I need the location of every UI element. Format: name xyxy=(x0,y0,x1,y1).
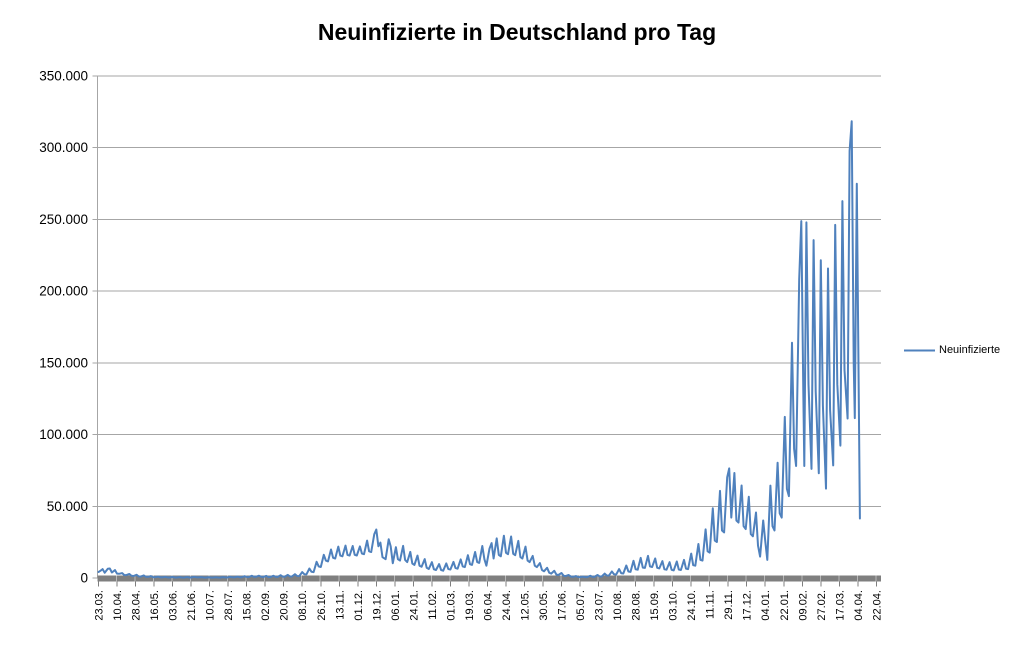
y-tick-label: 300.000 xyxy=(39,140,88,155)
y-tick-label: 0 xyxy=(80,571,88,586)
y-tick-label: 200.000 xyxy=(39,284,88,299)
x-tick-label: 05.07. xyxy=(575,590,587,621)
x-tick-label: 06.01. xyxy=(390,590,402,621)
x-tick-label: 28.04. xyxy=(131,590,143,621)
x-tick-label: 24.10. xyxy=(686,590,698,621)
x-tick-label: 11.02. xyxy=(427,590,439,620)
x-tick-label: 17.03. xyxy=(834,590,846,621)
x-tick-label: 23.03. xyxy=(94,590,106,621)
x-tick-label: 03.06. xyxy=(168,590,180,621)
x-tick-label: 08.10. xyxy=(297,590,309,621)
x-tick-label: 11.11. xyxy=(705,590,717,619)
x-tick-label: 02.09. xyxy=(260,590,272,621)
legend-line-sample xyxy=(904,349,935,351)
x-tick-label: 22.04. xyxy=(871,590,883,621)
y-tick-label: 350.000 xyxy=(39,69,88,84)
x-tick-label: 17.06. xyxy=(557,590,569,621)
x-tick-label: 12.05. xyxy=(519,590,531,621)
series-line-neuinfizierte xyxy=(97,120,861,579)
y-tick-label: 50.000 xyxy=(47,499,88,514)
x-tick-label: 17.12. xyxy=(742,590,754,621)
x-tick-label: 10.04. xyxy=(112,590,124,621)
x-tick-label: 29.11. xyxy=(723,590,735,620)
x-tick-label: 28.08. xyxy=(631,590,643,621)
chart-title: Neuinfizierte in Deutschland pro Tag xyxy=(317,19,717,45)
legend: Neuinfizierte xyxy=(903,344,1000,356)
x-tick-label: 22.01. xyxy=(779,590,791,621)
x-tick-label: 26.10. xyxy=(316,590,328,621)
x-tick-label: 23.07. xyxy=(594,590,606,621)
legend-series-label: Neuinfizierte xyxy=(939,344,1001,356)
x-tick-label: 24.04. xyxy=(501,590,513,621)
x-tick-label: 27.02. xyxy=(816,590,828,621)
x-tick-label: 09.02. xyxy=(797,590,809,621)
x-tick-label: 10.07. xyxy=(205,590,217,621)
x-tick-label: 30.05. xyxy=(538,590,550,621)
x-tick-label: 16.05. xyxy=(149,590,161,621)
x-tick-label: 10.08. xyxy=(612,590,624,621)
x-tick-label: 21.06. xyxy=(186,590,198,621)
y-tick-label: 250.000 xyxy=(39,212,88,227)
x-tick-label: 19.12. xyxy=(371,590,383,621)
x-tick-label: 04.01. xyxy=(760,590,772,621)
x-tick-label: 28.07. xyxy=(223,590,235,621)
x-tick-label: 03.10. xyxy=(668,590,680,621)
x-tick-label: 13.11. xyxy=(334,590,346,620)
x-tick-label: 01.12. xyxy=(353,590,365,621)
x-tick-label: 01.03. xyxy=(445,590,457,621)
x-tick-label: 19.03. xyxy=(464,590,476,621)
x-tick-label: 15.08. xyxy=(242,590,254,621)
x-tick-label: 20.09. xyxy=(279,590,291,621)
x-tick-label: 15.09. xyxy=(649,590,661,621)
x-axis-band xyxy=(97,575,881,582)
y-tick-label: 100.000 xyxy=(39,427,88,442)
y-tick-label: 150.000 xyxy=(39,355,88,370)
x-tick-label: 06.04. xyxy=(482,590,494,621)
x-tick-label: 04.04. xyxy=(853,590,865,621)
x-tick-label: 24.01. xyxy=(408,590,420,621)
